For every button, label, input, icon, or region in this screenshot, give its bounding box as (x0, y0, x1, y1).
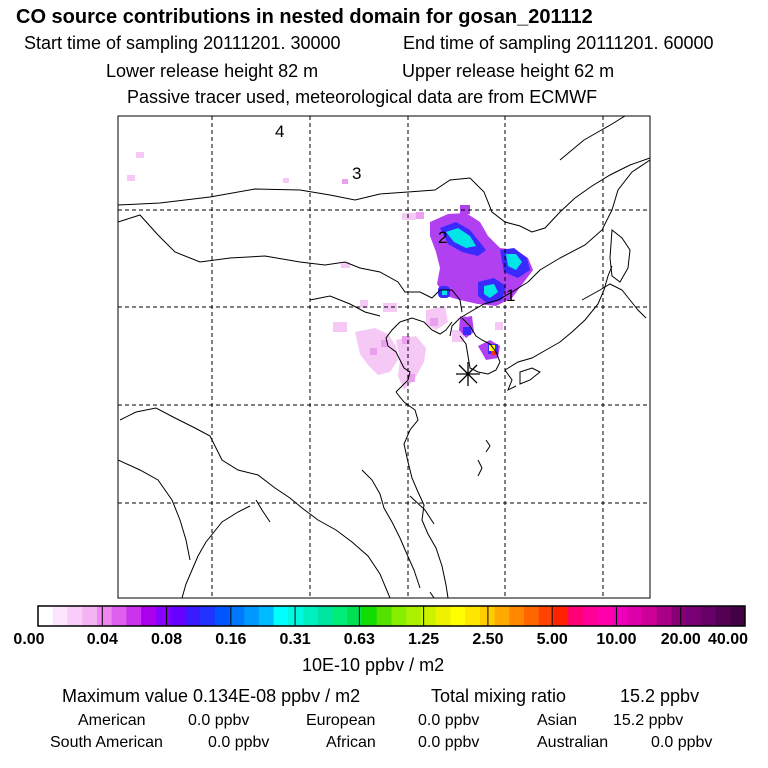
colorbar-frame (37, 605, 746, 627)
australian-value: 0.0 ppbv (651, 734, 713, 751)
european-value: 0.0 ppbv (418, 712, 480, 729)
south-american-label: South American (50, 734, 163, 751)
colorbar-tick-label: 20.00 (660, 631, 701, 648)
colorbar-swatch (715, 606, 731, 626)
colorbar-swatch (524, 606, 540, 626)
colorbar-swatch (641, 606, 658, 626)
colorbar-tick-label: 0.08 (150, 631, 183, 648)
colorbar-swatch (258, 606, 275, 626)
african-value: 0.0 ppbv (418, 734, 480, 751)
colorbar-tick-label: 10.00 (596, 631, 637, 648)
african-label: African (326, 734, 376, 751)
asian-label: Asian (537, 712, 578, 729)
colorbar-swatch (273, 606, 289, 626)
american-label: American (78, 712, 146, 729)
colorbar-tick-label: 40.00 (707, 631, 749, 648)
colorbar-swatch (700, 606, 716, 626)
colorbar-swatch (244, 606, 260, 626)
colorbar-tick-label: 0.63 (343, 631, 375, 648)
colorbar-swatch (671, 606, 687, 626)
colorbar-swatch (229, 606, 245, 626)
colorbar-swatch (317, 606, 333, 626)
plume-level-cyan (442, 228, 522, 298)
colorbar-swatch (67, 606, 83, 626)
colorbar-swatch (435, 606, 451, 626)
australian-label: Australian (537, 734, 609, 751)
colorbar-swatch (155, 606, 171, 626)
colorbar-swatch (362, 606, 378, 626)
total-mixing-ratio-label: Total mixing ratio (431, 686, 567, 706)
colorbar-swatch (494, 606, 510, 626)
colorbar-swatch (185, 606, 201, 626)
trajectory-label-4: 4 (275, 122, 284, 141)
colorbar-swatch (332, 606, 348, 626)
european-label: European (306, 712, 376, 729)
map-frame (117, 115, 651, 599)
colorbar-swatch (288, 606, 304, 626)
start-time: Start time of sampling 20111201. 30000 (24, 33, 341, 53)
south-american-value: 0.0 ppbv (208, 734, 270, 751)
colorbar-tick-label: 2.50 (472, 631, 504, 648)
colorbar-swatch (465, 606, 481, 626)
colorbar-swatch (420, 606, 437, 626)
colorbar-swatch (170, 606, 186, 626)
total-mixing-ratio-value: 15.2 ppbv (620, 686, 700, 706)
colorbar-swatch (612, 606, 628, 626)
lower-release-height: Lower release height 82 m (106, 61, 319, 81)
colorbar-swatch (303, 606, 319, 626)
trajectory-label-3: 3 (352, 164, 361, 183)
colorbar-swatch (509, 606, 525, 626)
colorbar-tick-label: 0.00 (13, 631, 45, 648)
colorbar-tick-label: 1.25 (408, 631, 440, 648)
graticule (118, 116, 650, 598)
colorbar-tick-label: 0.31 (279, 631, 311, 648)
colorbar-swatch (347, 606, 363, 626)
colorbar-tick-label: 0.16 (215, 631, 247, 648)
upper-release-height: Upper release height 62 m (402, 61, 615, 81)
plume-layer (127, 152, 533, 390)
maximum-value: Maximum value 0.134E-08 ppbv / m2 (62, 686, 361, 706)
colorbar-swatch (214, 606, 230, 626)
colorbar-swatch (38, 606, 54, 626)
colorbar-tick-label: 5.00 (536, 631, 568, 648)
colorbar-swatch (538, 606, 554, 626)
colorbar-swatch (376, 606, 392, 626)
colorbar-swatch (111, 606, 127, 626)
colorbar-swatch (126, 606, 142, 626)
colorbar-swatch (391, 606, 407, 626)
colorbar-swatch (200, 606, 216, 626)
colorbar-swatch (450, 606, 466, 626)
colorbar-swatch (553, 606, 569, 626)
trajectory-label-1: 1 (506, 286, 515, 305)
colorbar-swatch (141, 606, 157, 626)
colorbar-tick-label: 0.04 (86, 631, 118, 648)
end-time: End time of sampling 20111201. 60000 (403, 33, 714, 53)
asian-value: 15.2 ppbv (613, 712, 684, 729)
coastlines (118, 116, 650, 598)
colorbar-swatch (627, 606, 643, 626)
american-value: 0.0 ppbv (188, 712, 250, 729)
colorbar-swatch (582, 606, 599, 626)
colorbar-swatch (568, 606, 584, 626)
colorbar-swatch (730, 606, 746, 626)
tracer-note: Passive tracer used, meteorological data… (127, 87, 598, 107)
colorbar-swatch (686, 606, 702, 626)
colorbar-unit: 10E-10 ppbv / m2 (302, 655, 445, 675)
colorbar-swatch (52, 606, 68, 626)
colorbar (37, 605, 746, 627)
colorbar-swatch (597, 606, 613, 626)
receptor-marker-icon (456, 362, 480, 386)
colorbar-swatch (82, 606, 98, 626)
plume-level-hot (489, 345, 495, 355)
colorbar-swatch (96, 606, 113, 626)
trajectory-label-2: 2 (438, 228, 447, 247)
chart-title: CO source contributions in nested domain… (16, 6, 593, 28)
colorbar-swatch (406, 606, 422, 626)
colorbar-swatch (656, 606, 672, 626)
